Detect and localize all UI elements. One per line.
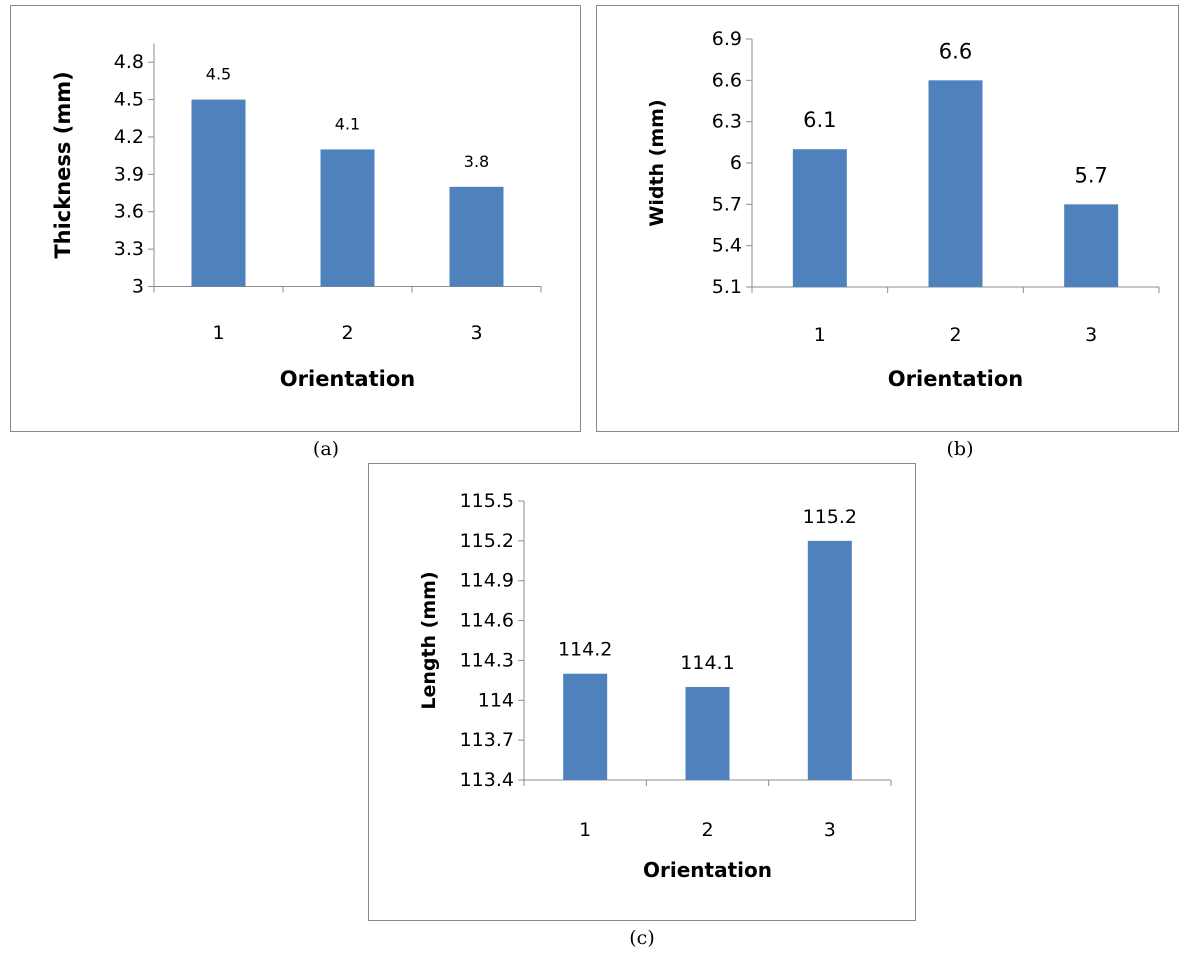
length-bar-chart: 113.4113.7114114.3114.6114.9115.2115.511… [418, 490, 892, 882]
x-tick-label: 2 [701, 819, 713, 841]
y-tick-label: 3.3 [114, 238, 144, 260]
bar-orientation-1 [191, 99, 246, 287]
y-tick-label: 4.5 [114, 89, 144, 111]
y-tick-label: 115.2 [460, 530, 514, 552]
x-axis-title: Orientation [643, 858, 772, 882]
y-tick-label: 114 [478, 689, 514, 711]
data-label: 114.2 [558, 639, 612, 661]
x-tick-label: 3 [1085, 324, 1097, 346]
y-tick-label: 114.3 [460, 649, 514, 671]
data-label: 4.5 [206, 65, 231, 84]
y-tick-label: 114.6 [460, 610, 514, 632]
x-tick-label: 3 [470, 322, 482, 344]
y-tick-label: 5.1 [712, 276, 742, 298]
bar-orientation-3 [807, 540, 852, 780]
y-axis-title: Thickness (mm) [51, 71, 75, 258]
y-tick-label: 3.9 [114, 163, 144, 185]
caption-b: (b) [946, 438, 974, 460]
data-label: 6.6 [939, 39, 972, 63]
caption-a: (a) [312, 438, 340, 460]
data-label: 6.1 [803, 108, 836, 132]
y-tick-label: 6 [730, 152, 742, 174]
bar-orientation-1 [563, 673, 608, 780]
y-axis-title: Length (mm) [418, 571, 440, 709]
x-tick-label: 1 [579, 819, 591, 841]
bar-orientation-2 [928, 80, 983, 287]
data-label: 115.2 [803, 506, 857, 528]
bar-orientation-1 [792, 149, 847, 287]
bar-orientation-2 [685, 687, 730, 780]
y-tick-label: 6.6 [712, 69, 742, 91]
bar-orientation-2 [320, 149, 375, 287]
x-tick-label: 3 [824, 819, 836, 841]
bar-orientation-3 [1064, 204, 1119, 287]
thickness-bar-chart: 3 3.3 3.6 3.9 4.2 4.5 4.8 4.5 1 4.1 2 3.8 3 Orientati… [51, 43, 542, 391]
y-tick-label: 4.2 [114, 126, 144, 148]
x-axis-title: Orientation [280, 367, 415, 391]
data-label: 114.1 [680, 652, 734, 674]
width-bar-chart: 5.1 5.4 5.7 6 6.3 6.6 6.9 6.1 1 6.6 2 5.7 3 Orientati… [646, 28, 1160, 391]
y-tick-label: 115.5 [460, 490, 514, 512]
x-tick-label: 1 [212, 322, 224, 344]
chart-panel-c: 113.4 113.7 114 114.3 114.6 114.9 115.2 115.5 11… [368, 463, 916, 921]
bar-orientation-3 [449, 186, 504, 287]
y-tick-label: 4.8 [114, 51, 144, 73]
x-tick-label: 2 [341, 322, 353, 344]
y-axis-title: Width (mm) [646, 99, 668, 226]
x-tick-label: 2 [949, 324, 961, 346]
data-label: 4.1 [335, 114, 360, 133]
y-tick-label: 3.6 [114, 201, 144, 223]
y-tick-label: 113.4 [460, 769, 514, 791]
y-tick-label: 114.9 [460, 570, 514, 592]
data-label: 3.8 [464, 152, 489, 171]
caption-c: (c) [629, 927, 655, 949]
x-axis-title: Orientation [888, 367, 1023, 391]
data-label: 5.7 [1074, 163, 1107, 187]
y-tick-label: 5.7 [712, 193, 742, 215]
y-tick-label: 5.4 [712, 235, 742, 257]
y-tick-label: 6.3 [712, 111, 742, 133]
y-tick-label: 113.7 [460, 729, 514, 751]
y-tick-label: 3 [132, 276, 144, 298]
y-tick-label: 6.9 [712, 28, 742, 50]
x-tick-label: 1 [814, 324, 826, 346]
chart-panel-b: 5.1 5.4 5.7 6 6.3 6.6 6.9 6.1 1 6.6 2 5.7 3 Orientati… [596, 5, 1179, 432]
chart-panel-a: 3 3.3 3.6 3.9 4.2 4.5 4.8 4.5 1 4.1 2 3.8 3 Orientati… [10, 5, 581, 432]
